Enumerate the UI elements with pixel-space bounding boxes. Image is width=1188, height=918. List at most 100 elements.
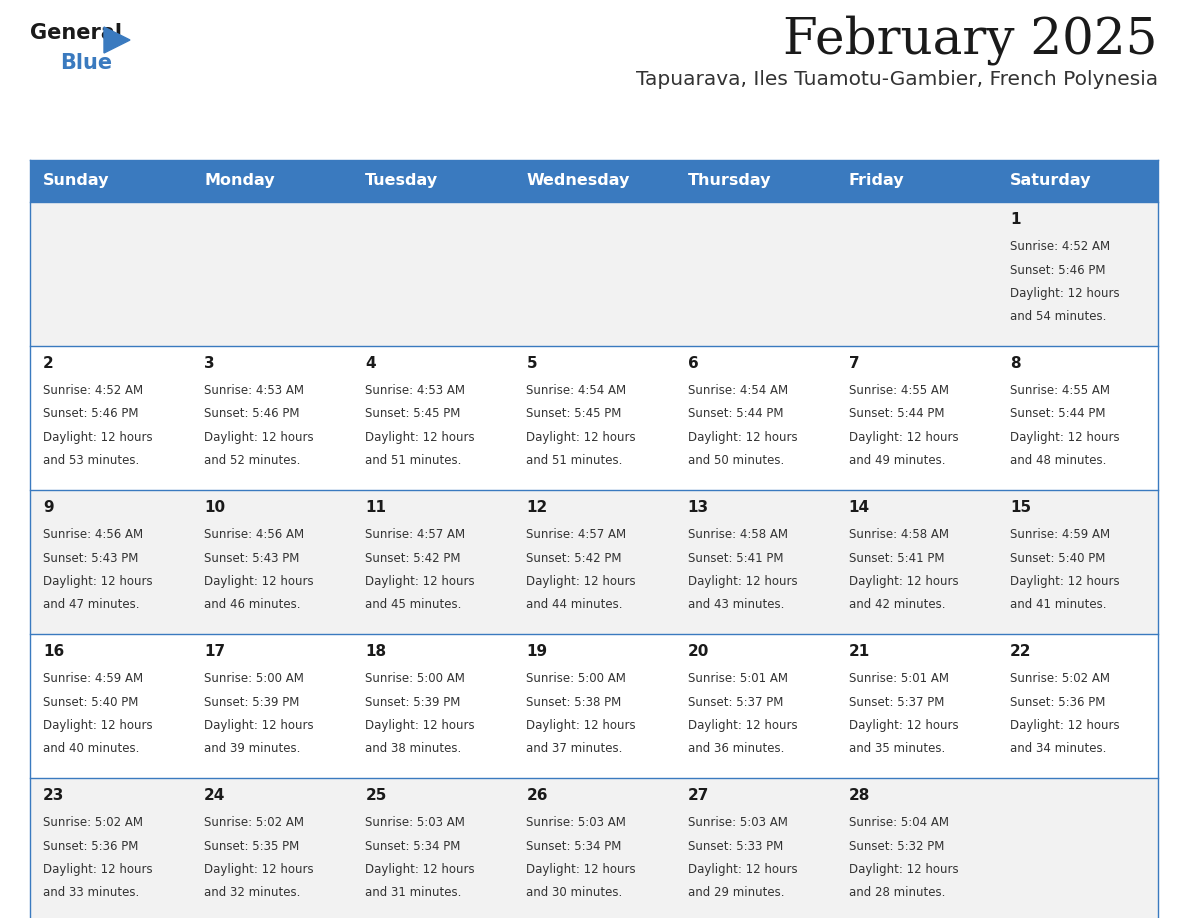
Text: Daylight: 12 hours: Daylight: 12 hours	[204, 431, 314, 444]
Text: Daylight: 12 hours: Daylight: 12 hours	[688, 575, 797, 588]
Text: Sunset: 5:45 PM: Sunset: 5:45 PM	[365, 408, 461, 420]
Text: 5: 5	[526, 356, 537, 371]
Text: Daylight: 12 hours: Daylight: 12 hours	[526, 863, 636, 876]
Text: Sunset: 5:34 PM: Sunset: 5:34 PM	[365, 839, 461, 853]
Text: and 43 minutes.: and 43 minutes.	[688, 599, 784, 611]
Bar	[30, 202, 1158, 346]
Text: Daylight: 12 hours: Daylight: 12 hours	[43, 431, 152, 444]
Text: and 51 minutes.: and 51 minutes.	[365, 454, 462, 467]
Text: and 39 minutes.: and 39 minutes.	[204, 743, 301, 756]
Text: 2: 2	[43, 356, 53, 371]
Text: Tapuarava, Iles Tuamotu-Gambier, French Polynesia: Tapuarava, Iles Tuamotu-Gambier, French …	[636, 70, 1158, 89]
Text: Sunrise: 5:00 AM: Sunrise: 5:00 AM	[365, 672, 466, 685]
Text: Sunrise: 5:02 AM: Sunrise: 5:02 AM	[1010, 672, 1110, 685]
Text: Saturday: Saturday	[1010, 174, 1092, 188]
Text: Daylight: 12 hours: Daylight: 12 hours	[43, 719, 152, 732]
Text: Sunset: 5:44 PM: Sunset: 5:44 PM	[848, 408, 944, 420]
Text: and 32 minutes.: and 32 minutes.	[204, 887, 301, 900]
Text: and 42 minutes.: and 42 minutes.	[848, 599, 946, 611]
Text: and 44 minutes.: and 44 minutes.	[526, 599, 623, 611]
Text: Sunset: 5:46 PM: Sunset: 5:46 PM	[43, 408, 139, 420]
Text: Sunset: 5:39 PM: Sunset: 5:39 PM	[365, 696, 461, 709]
Text: Sunrise: 4:56 AM: Sunrise: 4:56 AM	[204, 528, 304, 541]
Text: and 45 minutes.: and 45 minutes.	[365, 599, 462, 611]
Text: Daylight: 12 hours: Daylight: 12 hours	[688, 863, 797, 876]
Text: Sunrise: 4:52 AM: Sunrise: 4:52 AM	[1010, 240, 1110, 253]
Text: Sunrise: 4:54 AM: Sunrise: 4:54 AM	[688, 384, 788, 397]
Text: 8: 8	[1010, 356, 1020, 371]
Text: and 37 minutes.: and 37 minutes.	[526, 743, 623, 756]
Text: Sunset: 5:37 PM: Sunset: 5:37 PM	[688, 696, 783, 709]
Text: Sunrise: 4:58 AM: Sunrise: 4:58 AM	[848, 528, 949, 541]
Polygon shape	[105, 27, 129, 53]
Text: Daylight: 12 hours: Daylight: 12 hours	[1010, 431, 1119, 444]
Text: Sunset: 5:46 PM: Sunset: 5:46 PM	[1010, 263, 1105, 276]
Bar	[30, 490, 1158, 634]
Text: Sunset: 5:41 PM: Sunset: 5:41 PM	[688, 552, 783, 565]
Text: Daylight: 12 hours: Daylight: 12 hours	[43, 863, 152, 876]
Text: Sunset: 5:45 PM: Sunset: 5:45 PM	[526, 408, 621, 420]
Text: 27: 27	[688, 788, 709, 803]
Text: Sunrise: 5:02 AM: Sunrise: 5:02 AM	[204, 816, 304, 829]
Bar	[30, 778, 1158, 918]
Bar	[30, 634, 1158, 778]
Text: Wednesday: Wednesday	[526, 174, 630, 188]
Text: and 30 minutes.: and 30 minutes.	[526, 887, 623, 900]
Text: and 38 minutes.: and 38 minutes.	[365, 743, 461, 756]
Text: Daylight: 12 hours: Daylight: 12 hours	[848, 431, 959, 444]
Text: 23: 23	[43, 788, 64, 803]
Text: February 2025: February 2025	[784, 15, 1158, 65]
Text: General: General	[30, 23, 122, 43]
Text: Daylight: 12 hours: Daylight: 12 hours	[43, 575, 152, 588]
Text: Sunrise: 4:53 AM: Sunrise: 4:53 AM	[204, 384, 304, 397]
Bar	[30, 346, 1158, 490]
Text: Daylight: 12 hours: Daylight: 12 hours	[1010, 575, 1119, 588]
Text: Sunset: 5:41 PM: Sunset: 5:41 PM	[848, 552, 944, 565]
Text: Daylight: 12 hours: Daylight: 12 hours	[1010, 287, 1119, 300]
Text: 6: 6	[688, 356, 699, 371]
Text: and 50 minutes.: and 50 minutes.	[688, 454, 784, 467]
Text: Sunset: 5:32 PM: Sunset: 5:32 PM	[848, 839, 944, 853]
Text: Sunset: 5:42 PM: Sunset: 5:42 PM	[526, 552, 623, 565]
Text: Daylight: 12 hours: Daylight: 12 hours	[688, 719, 797, 732]
Text: 25: 25	[365, 788, 386, 803]
Text: Sunset: 5:39 PM: Sunset: 5:39 PM	[204, 696, 299, 709]
Text: Sunrise: 5:04 AM: Sunrise: 5:04 AM	[848, 816, 949, 829]
Text: and 35 minutes.: and 35 minutes.	[848, 743, 944, 756]
Text: Sunrise: 4:57 AM: Sunrise: 4:57 AM	[526, 528, 626, 541]
Text: and 31 minutes.: and 31 minutes.	[365, 887, 462, 900]
Text: 24: 24	[204, 788, 226, 803]
Text: Daylight: 12 hours: Daylight: 12 hours	[526, 431, 636, 444]
Text: Sunset: 5:33 PM: Sunset: 5:33 PM	[688, 839, 783, 853]
Text: 9: 9	[43, 500, 53, 515]
Text: Sunset: 5:36 PM: Sunset: 5:36 PM	[1010, 696, 1105, 709]
Text: Sunset: 5:43 PM: Sunset: 5:43 PM	[204, 552, 299, 565]
Text: Daylight: 12 hours: Daylight: 12 hours	[365, 431, 475, 444]
Text: Sunrise: 4:53 AM: Sunrise: 4:53 AM	[365, 384, 466, 397]
Text: 11: 11	[365, 500, 386, 515]
Text: Daylight: 12 hours: Daylight: 12 hours	[204, 719, 314, 732]
Text: and 53 minutes.: and 53 minutes.	[43, 454, 139, 467]
Text: Sunset: 5:36 PM: Sunset: 5:36 PM	[43, 839, 138, 853]
Text: Sunday: Sunday	[43, 174, 109, 188]
Text: Sunrise: 5:01 AM: Sunrise: 5:01 AM	[848, 672, 949, 685]
Text: Daylight: 12 hours: Daylight: 12 hours	[365, 719, 475, 732]
Text: Sunset: 5:40 PM: Sunset: 5:40 PM	[1010, 552, 1105, 565]
Text: and 47 minutes.: and 47 minutes.	[43, 599, 139, 611]
Text: Daylight: 12 hours: Daylight: 12 hours	[365, 863, 475, 876]
Text: Sunrise: 4:57 AM: Sunrise: 4:57 AM	[365, 528, 466, 541]
Text: Sunrise: 4:59 AM: Sunrise: 4:59 AM	[1010, 528, 1110, 541]
Text: Sunset: 5:44 PM: Sunset: 5:44 PM	[688, 408, 783, 420]
Text: Sunrise: 5:03 AM: Sunrise: 5:03 AM	[688, 816, 788, 829]
Text: Thursday: Thursday	[688, 174, 771, 188]
Text: and 36 minutes.: and 36 minutes.	[688, 743, 784, 756]
Text: Daylight: 12 hours: Daylight: 12 hours	[1010, 719, 1119, 732]
Text: Daylight: 12 hours: Daylight: 12 hours	[848, 863, 959, 876]
Text: and 41 minutes.: and 41 minutes.	[1010, 599, 1106, 611]
Text: Sunrise: 4:58 AM: Sunrise: 4:58 AM	[688, 528, 788, 541]
Text: Sunset: 5:42 PM: Sunset: 5:42 PM	[365, 552, 461, 565]
Text: Sunrise: 4:52 AM: Sunrise: 4:52 AM	[43, 384, 143, 397]
Text: Daylight: 12 hours: Daylight: 12 hours	[848, 575, 959, 588]
Text: Sunset: 5:34 PM: Sunset: 5:34 PM	[526, 839, 621, 853]
Text: Monday: Monday	[204, 174, 274, 188]
